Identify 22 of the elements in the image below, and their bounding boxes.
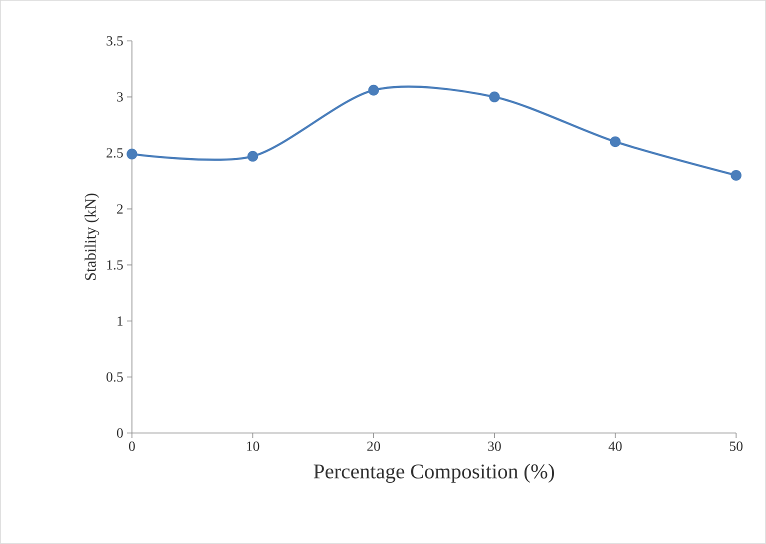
y-tick-label: 3 (117, 92, 123, 102)
point (368, 84, 379, 96)
x-tick-label: 10 (247, 442, 260, 451)
point (610, 136, 621, 148)
point (730, 170, 742, 181)
x-tick-label: 30 (488, 442, 501, 451)
y-tick-label: 0 (116, 428, 123, 438)
x-tick-label: 40 (608, 442, 622, 451)
point (126, 148, 138, 160)
y-tick-label: 0.5 (106, 372, 123, 382)
point (247, 150, 258, 162)
y-tick-label: 1.5 (107, 260, 123, 270)
point (489, 92, 500, 102)
x-tick-label: 50 (730, 442, 743, 451)
y-tick-label: 2 (117, 204, 123, 214)
y-tick-label: 3.5 (106, 36, 123, 46)
x-tick-label: 0 (128, 442, 135, 451)
x-tick-label: 20 (367, 442, 380, 451)
y-axis-title: Stability (kN) (84, 194, 100, 280)
x-axis-title: Percentage Composition (%) (314, 464, 554, 483)
y-tick-label: 2.5 (106, 148, 123, 158)
y-tick-label: 1 (118, 316, 123, 326)
